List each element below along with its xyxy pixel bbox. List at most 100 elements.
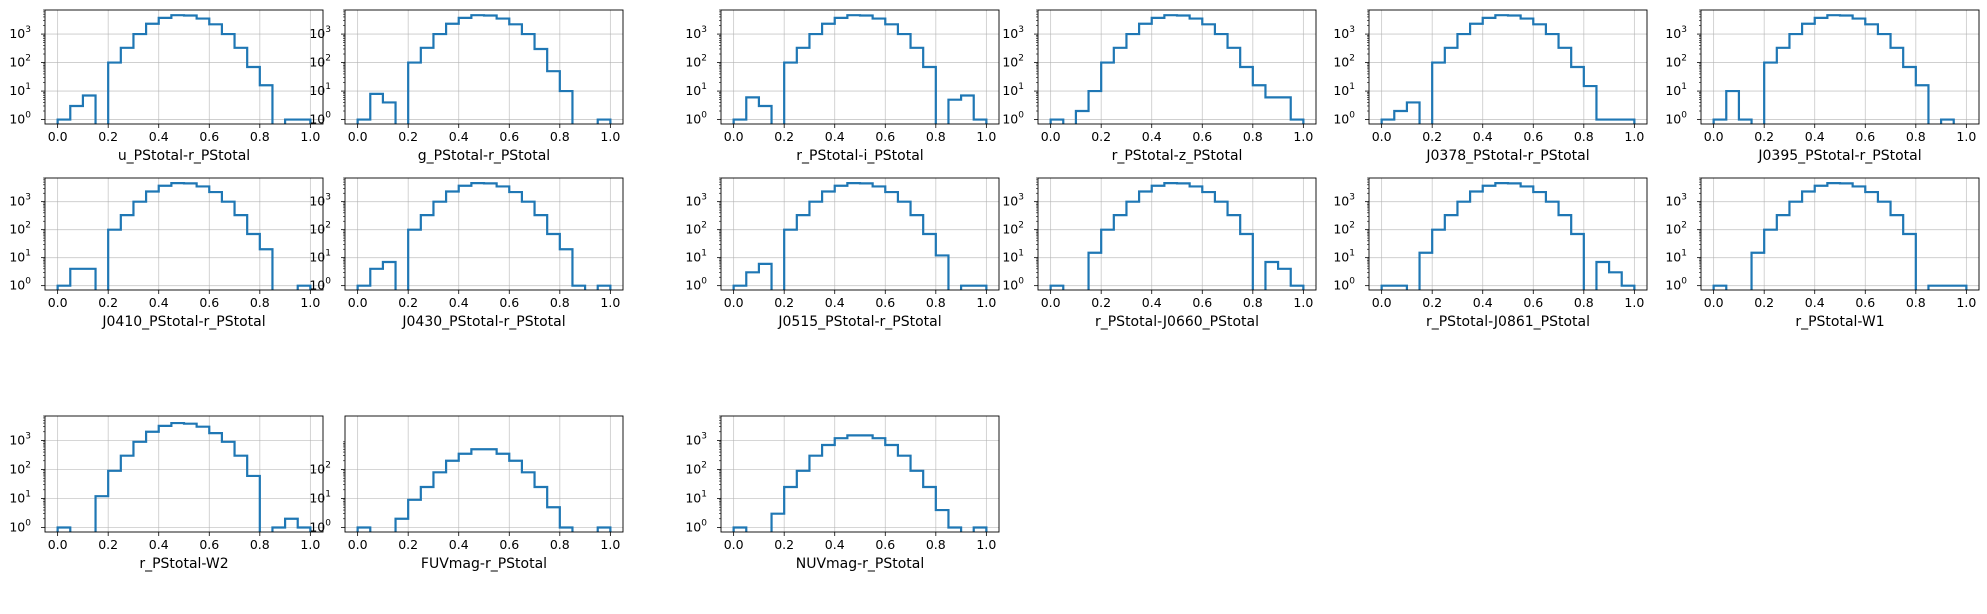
y-tick-label: 103 — [1333, 25, 1355, 41]
x-tick-label: 0.0 — [724, 129, 744, 144]
x-tick-label: 0.8 — [1574, 129, 1594, 144]
x-tick-label: 0.2 — [98, 537, 118, 552]
subplot-9: 0.0 0.2 0.4 0.6 0.8 1.0 100 101 102 103 J0515_PSto… — [685, 177, 1000, 330]
x-axis-label: r_PStotal-W2 — [139, 556, 228, 572]
x-axis-label: r_PStotal-J0861_PStotal — [1426, 314, 1590, 330]
y-tick-label: 102 — [1333, 221, 1355, 237]
plot-area — [721, 416, 999, 532]
y-tick-label: 101 — [9, 249, 31, 265]
histogram-step — [732, 182, 988, 290]
y-tick-label: 100 — [685, 111, 707, 127]
y-tick-label: 102 — [309, 461, 331, 477]
y-tick-label: 102 — [309, 54, 331, 70]
x-tick-label: 1.0 — [600, 295, 620, 310]
y-tick-label: 100 — [309, 277, 331, 293]
x-tick-label: 0.6 — [199, 129, 219, 144]
x-tick-label: 0.0 — [1041, 129, 1061, 144]
y-tick-label: 103 — [685, 193, 707, 209]
x-tick-label: 0.2 — [98, 295, 118, 310]
x-tick-label: 0.8 — [250, 537, 270, 552]
y-tick-label: 100 — [685, 519, 707, 535]
x-tick-label: 0.2 — [1422, 129, 1442, 144]
y-tick-label: 103 — [9, 25, 31, 41]
subplot-2: 0.0 0.2 0.4 0.6 0.8 1.0 100 101 102 103 g_PStotal-… — [309, 9, 624, 164]
y-tick-label: 100 — [1002, 111, 1024, 127]
plot-area — [45, 178, 323, 290]
x-tick-label: 0.6 — [1523, 295, 1543, 310]
y-tick-label: 101 — [309, 82, 331, 98]
subplot-7: 0.0 0.2 0.4 0.6 0.8 1.0 100 101 102 103 J0410_PSto… — [9, 177, 324, 330]
y-tick-label: 102 — [685, 461, 707, 477]
x-tick-label: 1.0 — [600, 537, 620, 552]
x-tick-label: 0.4 — [1473, 295, 1493, 310]
x-tick-label: 0.0 — [1704, 129, 1724, 144]
subplot-6: 0.0 0.2 0.4 0.6 0.8 1.0 100 101 102 103 J0395_PSto… — [1665, 9, 1980, 164]
y-tick-label: 102 — [685, 54, 707, 70]
x-tick-label: 0.2 — [398, 129, 418, 144]
y-tick-label: 101 — [309, 490, 331, 506]
x-tick-label: 0.6 — [875, 295, 895, 310]
x-tick-label: 0.8 — [550, 295, 570, 310]
y-tick-label: 101 — [685, 82, 707, 98]
y-tick-label: 100 — [309, 111, 331, 127]
y-tick-label: 103 — [1665, 193, 1687, 209]
plot-area — [1369, 178, 1647, 290]
x-tick-label: 1.0 — [976, 537, 996, 552]
x-tick-label: 0.0 — [348, 129, 368, 144]
x-tick-label: 0.8 — [926, 129, 946, 144]
y-tick-label: 102 — [1333, 54, 1355, 70]
x-tick-label: 0.0 — [724, 537, 744, 552]
histogram-step — [1380, 182, 1636, 290]
x-tick-label: 0.4 — [149, 537, 169, 552]
x-tick-label: 0.4 — [449, 295, 469, 310]
y-tick-label: 100 — [1333, 111, 1355, 127]
x-tick-label: 0.8 — [1243, 129, 1263, 144]
y-tick-label: 103 — [1002, 25, 1024, 41]
x-tick-label: 1.0 — [1293, 295, 1313, 310]
x-tick-label: 1.0 — [300, 295, 320, 310]
x-tick-label: 0.4 — [825, 295, 845, 310]
x-tick-label: 0.6 — [875, 129, 895, 144]
x-tick-label: 0.6 — [1192, 295, 1212, 310]
y-tick-label: 102 — [1002, 54, 1024, 70]
x-axis-label: r_PStotal-z_PStotal — [1112, 148, 1243, 164]
y-tick-label: 103 — [1333, 193, 1355, 209]
y-tick-label: 101 — [1665, 249, 1687, 265]
y-tick-label: 100 — [309, 519, 331, 535]
plot-area — [345, 416, 623, 532]
x-tick-label: 0.4 — [1142, 295, 1162, 310]
x-tick-label: 0.0 — [48, 129, 68, 144]
y-tick-label: 100 — [1665, 111, 1687, 127]
x-tick-label: 0.8 — [250, 129, 270, 144]
x-tick-label: 1.0 — [976, 129, 996, 144]
x-tick-label: 1.0 — [1293, 129, 1313, 144]
y-tick-label: 103 — [9, 432, 31, 448]
y-tick-label: 100 — [1665, 277, 1687, 293]
x-tick-label: 0.6 — [499, 537, 519, 552]
x-tick-label: 0.6 — [199, 537, 219, 552]
y-tick-label: 102 — [9, 54, 31, 70]
x-tick-label: 1.0 — [300, 537, 320, 552]
x-tick-label: 0.2 — [774, 129, 794, 144]
histogram-step — [732, 434, 988, 532]
histogram-step — [1049, 182, 1305, 290]
histogram-step — [356, 14, 612, 124]
x-tick-label: 0.0 — [48, 537, 68, 552]
x-tick-label: 0.4 — [449, 129, 469, 144]
x-tick-label: 0.6 — [1855, 295, 1875, 310]
x-tick-label: 0.8 — [1243, 295, 1263, 310]
x-tick-label: 1.0 — [1956, 295, 1976, 310]
x-tick-label: 0.6 — [1192, 129, 1212, 144]
x-axis-label: u_PStotal-r_PStotal — [118, 148, 250, 164]
x-tick-label: 0.2 — [1091, 295, 1111, 310]
x-tick-label: 1.0 — [1956, 129, 1976, 144]
x-tick-label: 0.0 — [724, 295, 744, 310]
x-tick-label: 0.4 — [825, 537, 845, 552]
histogram-step — [732, 14, 988, 124]
y-tick-label: 100 — [685, 277, 707, 293]
y-tick-label: 101 — [1333, 249, 1355, 265]
plot-area — [45, 416, 323, 532]
subplot-14: 0.0 0.2 0.4 0.6 0.8 1.0 100 101 102 FUVmag-r_PSto… — [309, 415, 624, 572]
subplot-15: 0.0 0.2 0.4 0.6 0.8 1.0 100 101 102 103 NUVmag-r_P… — [685, 415, 1000, 572]
y-tick-label: 101 — [1333, 82, 1355, 98]
